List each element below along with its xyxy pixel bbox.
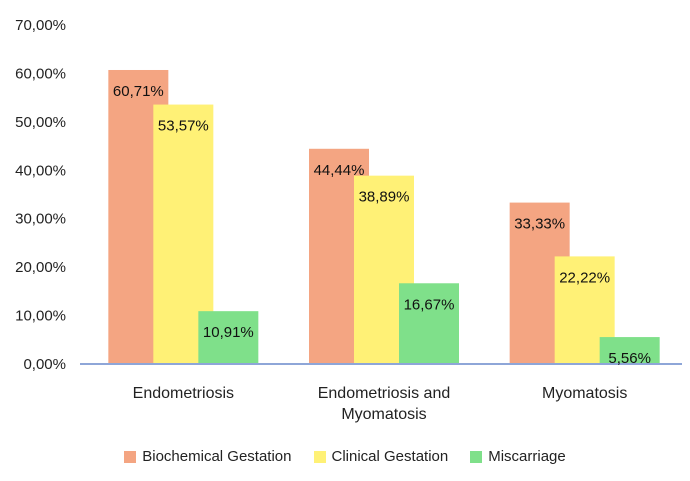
bar (399, 283, 459, 364)
legend-item: Biochemical Gestation (124, 448, 292, 465)
legend-label: Clinical Gestation (331, 448, 449, 465)
y-tick-label: 60,00% (15, 65, 66, 82)
legend-swatch (313, 450, 326, 463)
bars (108, 69, 660, 364)
legend: Biochemical Gestation Clinical Gestation M… (0, 448, 690, 465)
data-label: 16,67% (404, 296, 455, 313)
bar (599, 337, 660, 364)
data-labels: 60,71% 53,57% 10,91% 44,44% 38,89% 16,67% 33,3… (113, 83, 651, 367)
data-label: 22,22% (559, 269, 610, 286)
y-tick-label: 20,00% (15, 259, 66, 276)
bar-chart: 0,00% 10,00% 20,00% 30,00% 40,00% 50,00% 60,00… (15, 17, 682, 423)
y-tick-label: 40,00% (15, 162, 66, 179)
y-tick-label: 50,00% (15, 114, 66, 131)
legend-label: Biochemical Gestation (142, 448, 292, 465)
x-category-label: Myomatosis (542, 385, 627, 402)
data-label: 5,56% (608, 350, 651, 367)
data-label: 33,33% (514, 216, 565, 233)
data-label: 44,44% (314, 162, 365, 179)
legend-swatch (470, 450, 483, 463)
legend-item: Miscarriage (470, 448, 566, 465)
legend-item: Clinical Gestation (313, 448, 449, 465)
data-label: 60,71% (113, 83, 164, 100)
x-axis-category-labels: Endometriosis Endometriosis and Myomatosis… (133, 385, 628, 423)
y-tick-label: 10,00% (15, 308, 66, 325)
legend-swatch (124, 450, 137, 463)
x-category-label: Endometriosis (133, 385, 234, 402)
y-tick-label: 30,00% (15, 211, 66, 228)
legend-label: Miscarriage (488, 448, 566, 465)
y-tick-label: 70,00% (15, 17, 66, 34)
data-label: 38,89% (359, 189, 410, 206)
y-tick-label: 0,00% (23, 356, 66, 373)
x-category-label: Myomatosis (341, 406, 426, 423)
data-label: 53,57% (158, 118, 209, 135)
x-category-label: Endometriosis and (318, 385, 451, 402)
y-axis-tick-labels: 0,00% 10,00% 20,00% 30,00% 40,00% 50,00% 60,00… (15, 17, 66, 373)
data-label: 10,91% (203, 324, 254, 341)
bar (198, 311, 259, 364)
